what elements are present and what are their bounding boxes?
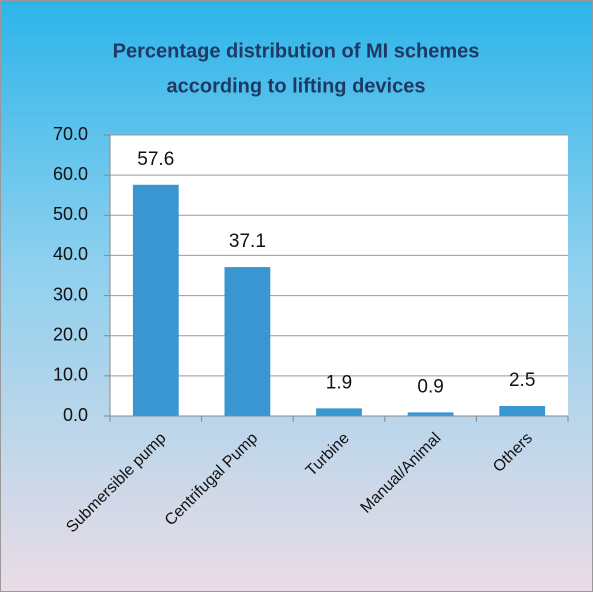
bar xyxy=(132,184,179,416)
data-label: 2.5 xyxy=(509,370,535,391)
bar xyxy=(499,405,546,416)
chart-title: Percentage distribution of MI schemes xyxy=(113,40,480,62)
y-tick-label: 20.0 xyxy=(53,324,88,344)
y-tick-label: 50.0 xyxy=(53,204,88,224)
bar xyxy=(224,267,271,416)
y-tick-label: 30.0 xyxy=(53,284,88,304)
y-tick-label: 0.0 xyxy=(63,405,88,425)
plot-area xyxy=(110,135,568,416)
y-tick-label: 60.0 xyxy=(53,164,88,184)
data-label: 0.9 xyxy=(417,376,443,397)
y-tick-label: 70.0 xyxy=(53,124,88,144)
y-tick-label: 10.0 xyxy=(53,365,88,385)
bar xyxy=(407,412,454,416)
y-tick-label: 40.0 xyxy=(53,244,88,264)
data-label: 57.6 xyxy=(137,149,174,170)
chart-title: according to lifting devices xyxy=(167,75,426,97)
data-label: 1.9 xyxy=(326,372,352,393)
bar xyxy=(316,408,362,416)
data-label: 37.1 xyxy=(229,231,266,252)
